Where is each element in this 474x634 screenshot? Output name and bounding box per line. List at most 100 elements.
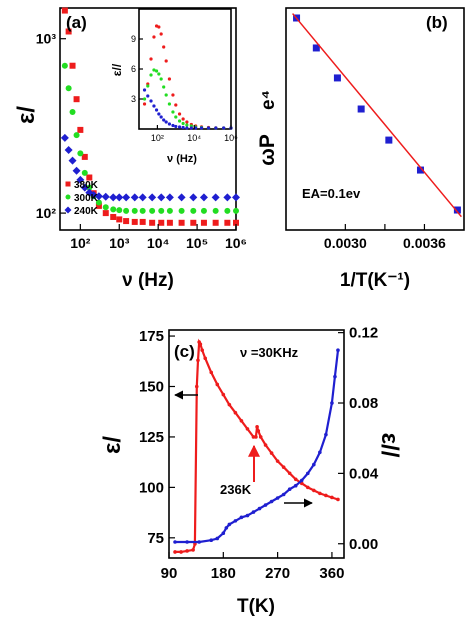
panel-c-ytick-right-label: 0.08: [349, 395, 378, 412]
panel-a-point: [86, 184, 93, 191]
panel-a-xtick-label: 10³: [109, 235, 130, 251]
panel-a-point: [68, 156, 77, 165]
panel-c-ytick-left-label: 100: [139, 479, 164, 496]
panel-c-point: [215, 382, 220, 387]
panel-c-xtick-label: 270: [265, 565, 290, 582]
panel-c-point: [254, 435, 258, 439]
panel-a-point: [200, 219, 207, 226]
inset-point: [177, 112, 182, 116]
panel-b-point: [385, 136, 393, 144]
panel-b: 0.0030 0.0036 (b) EA=0.1ev 1/T(K⁻¹) ωP e⁴: [256, 7, 465, 291]
inset-point: [162, 85, 166, 89]
panel-a-point: [139, 218, 146, 225]
panel-a-legend: 380K 300K 240K: [64, 180, 99, 217]
panel-c-point: [263, 503, 268, 507]
inset-point: [142, 88, 147, 92]
panel-a-point: [178, 219, 185, 226]
panel-a-point: [102, 204, 109, 211]
panel-c-xtick-label: 180: [211, 565, 236, 582]
inset-point: [149, 73, 153, 77]
inset-xtick-label: 10⁶: [224, 133, 238, 143]
legend-label: 240K: [74, 206, 99, 217]
panel-a-point: [77, 126, 84, 133]
panel-c-point: [281, 492, 286, 497]
inset-point: [171, 123, 175, 128]
panel-b-point: [416, 166, 424, 174]
panel-c-point: [245, 513, 250, 518]
panel-b-marks: [292, 13, 462, 218]
panel-c-point: [255, 425, 259, 429]
panel-c-point: [330, 401, 334, 405]
panel-c-point: [281, 465, 286, 470]
panel-a-point: [224, 219, 231, 226]
panel-c-point: [293, 477, 298, 482]
panel-c-point: [239, 418, 244, 423]
panel-a-point: [158, 219, 165, 226]
panel-c-point: [239, 515, 244, 520]
legend-label: 380K: [74, 180, 99, 191]
panel-a-point: [95, 199, 102, 206]
inset-point: [154, 69, 159, 73]
panel-a-point: [110, 213, 117, 220]
panel-c-point: [318, 450, 322, 455]
panel-c-point: [194, 384, 199, 389]
panel-c-point: [173, 550, 177, 554]
inset-xlabel: ν (Hz): [167, 153, 197, 165]
panel-a-point: [116, 207, 123, 214]
panel-c-point: [173, 540, 177, 544]
panel-c: 90 180 270 360 75 100 125 150 175 0.00 0.04 0.08 0.1…: [99, 325, 403, 617]
panel-a-point: [232, 193, 240, 202]
inset-point: [206, 126, 211, 130]
panel-a-ylabel: ε/: [13, 106, 40, 124]
inset-ytick-label: 6: [131, 64, 136, 74]
panel-a-point: [157, 193, 166, 202]
panel-a-ytick-label: 10³: [36, 31, 57, 47]
inset-point: [181, 117, 185, 121]
panel-c-ytick-left-label: 150: [139, 378, 164, 395]
panel-c-ytick-right-label: 0.00: [349, 536, 378, 553]
panel-a-xtick-label: 10²: [70, 235, 91, 251]
panel-c-point: [275, 496, 280, 500]
inset-point: [162, 45, 166, 49]
panel-c-point: [258, 435, 263, 439]
panel-c-xlabel: T(K): [237, 596, 275, 617]
panel-a-point: [190, 207, 197, 214]
panel-c-point: [305, 471, 310, 476]
inset-point: [177, 119, 182, 123]
panel-a-inset: 10² 10⁴ 10⁶ 3 6 9 ν (Hz) ε//: [110, 8, 238, 165]
panel-a-point: [212, 219, 219, 226]
panel-c-point: [221, 392, 226, 397]
panel-a-frame: [59, 7, 237, 231]
panel-a-point: [130, 193, 139, 202]
panel-a-point: [212, 207, 219, 214]
panel-a-point: [211, 193, 220, 202]
panel-b-ylabel-extra: e⁴: [258, 90, 279, 110]
panel-a-point: [81, 153, 88, 160]
panel-c-point: [215, 536, 220, 541]
panel-a-point: [149, 219, 156, 226]
panel-b-ylabel: ωP: [256, 134, 279, 166]
panel-c-ylabel-left: ε/: [99, 436, 126, 454]
inset-xtick-label: 10⁴: [187, 133, 201, 143]
panel-a-point: [94, 192, 103, 201]
inset-point: [167, 102, 172, 106]
panel-a-point: [223, 193, 232, 202]
panel-a-point: [69, 108, 76, 115]
panel-c-point: [269, 451, 274, 455]
panel-a-point: [102, 210, 109, 217]
panel-a-point: [224, 207, 231, 214]
panel-c-marks: [173, 338, 340, 554]
inset-ticks: 10² 10⁴ 10⁶ 3 6 9: [131, 34, 238, 143]
panel-b-ticks: 0.0030 0.0036: [324, 224, 446, 251]
inset-xtick-label: 10²: [151, 133, 164, 143]
inset-point: [159, 77, 163, 81]
inset-point: [171, 93, 175, 97]
panel-c-ticks: 90 180 270 360 75 100 125 150 175 0.00 0.04 0.08 0.1…: [139, 325, 379, 582]
panel-b-point: [333, 74, 341, 82]
panel-a-xtick-label: 10⁴: [147, 235, 170, 251]
panel-c-point: [233, 410, 238, 415]
panel-c-point: [330, 495, 334, 500]
inset-point: [146, 84, 150, 88]
panel-a-xlabel: ν (Hz): [122, 270, 174, 291]
